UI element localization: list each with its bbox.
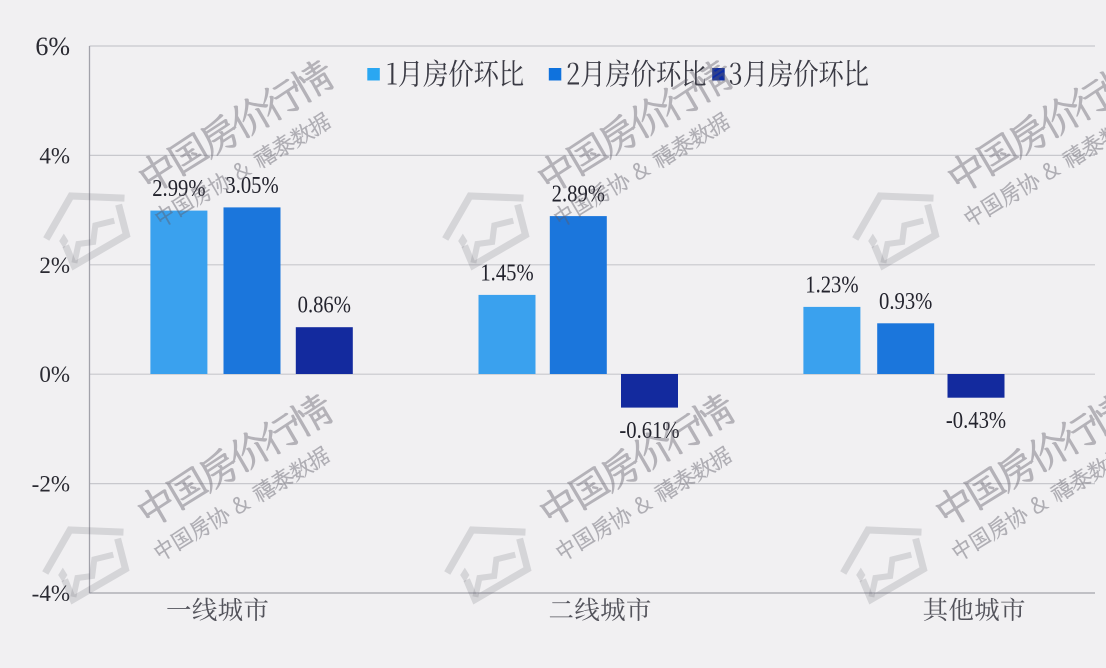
svg-text:0.93%: 0.93% [879,287,932,314]
svg-text:4%: 4% [39,143,70,168]
svg-text:0.86%: 0.86% [298,291,351,318]
svg-text:3.05%: 3.05% [225,171,278,198]
svg-text:1.45%: 1.45% [480,259,533,286]
svg-text:6%: 6% [35,32,70,61]
svg-text:-0.43%: -0.43% [946,407,1006,434]
svg-text:2%: 2% [39,253,70,278]
svg-text:1.23%: 1.23% [805,271,858,298]
svg-text:-2%: -2% [32,472,70,497]
svg-text:0%: 0% [39,362,70,387]
